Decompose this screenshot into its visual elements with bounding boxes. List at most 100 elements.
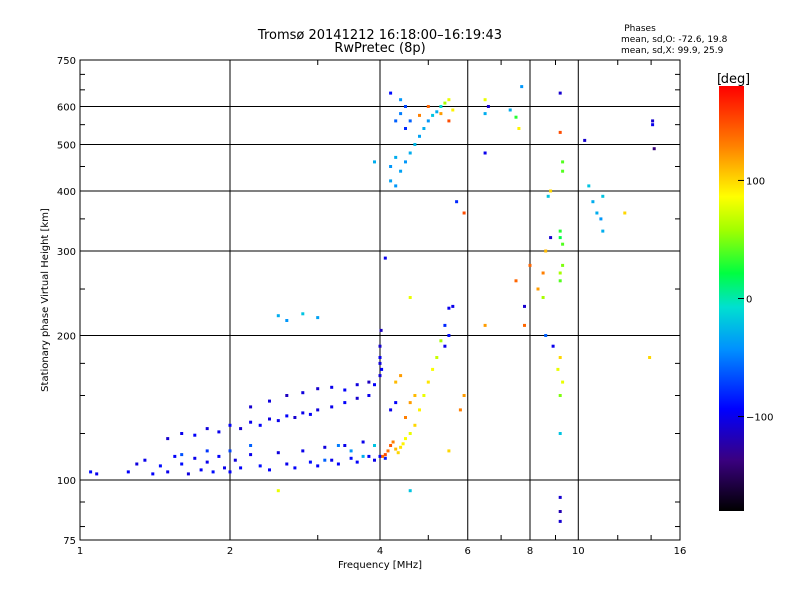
data-point [558,356,562,359]
data-point [233,458,237,462]
data-point [408,489,412,493]
y-tick-label: 100 [57,476,76,487]
data-point [239,466,243,470]
data-point [595,211,599,215]
data-point [361,454,365,458]
data-point [439,112,443,116]
x-axis-label: Frequency [MHz] [338,560,422,571]
data-point [447,449,451,453]
data-point [89,470,93,474]
data-point [399,169,403,173]
data-point [583,138,587,142]
data-point [373,444,376,447]
data-point [308,412,312,416]
data-point [386,449,390,453]
data-point [378,361,382,365]
axis-ticks: 1 2 4 6 8 10 16 75 100 200 300 400 500 600 750 [57,56,686,557]
data-point [308,460,312,464]
y-axis-label: Stationary phase Virtual Height [km] [40,208,51,392]
data-point [378,356,382,359]
data-point [135,462,139,466]
x-tick-label: 10 [572,546,585,557]
data-point [95,472,99,476]
data-point [523,304,526,308]
data-point [549,189,553,193]
y-tick-label: 300 [57,247,76,258]
data-point [523,323,526,327]
data-point [276,419,280,423]
data-point [558,432,562,435]
data-point [180,462,184,466]
data-point [151,472,155,476]
data-point [301,312,305,316]
data-point [422,127,426,130]
data-point [462,211,466,215]
colorbar-tick-label: 100 [746,176,765,187]
data-point [439,339,443,343]
data-point [558,519,562,523]
data-point [561,263,565,267]
data-point [413,394,417,397]
x-tick-label: 6 [465,546,471,557]
data-point [205,449,209,453]
data-point [623,211,627,215]
data-point [367,454,371,458]
data-point [336,462,340,466]
data-point [389,444,393,447]
data-point [652,147,656,151]
data-point [276,314,280,318]
chart-subtitle: RwPretec (8p) [334,41,425,56]
data-point [373,383,376,387]
data-point [330,458,334,462]
data-point [258,423,262,427]
data-point [316,408,320,412]
grid [80,60,680,540]
data-point [258,464,262,468]
stats-title: Phases [624,24,656,34]
colorbar-ticks: 100 0 −100 [738,176,773,424]
data-point [447,334,451,337]
data-point [228,423,232,427]
data-point [451,304,455,308]
x-tick-label: 4 [377,546,383,557]
data-point [541,271,545,275]
data-point [558,91,562,95]
data-point [389,165,393,168]
data-point [558,510,562,513]
data-point [394,447,398,451]
data-point [343,388,347,392]
data-point [293,466,297,470]
y-tick-label: 600 [57,103,76,114]
data-point [517,127,521,130]
data-point [301,449,305,453]
data-point [239,427,243,431]
data-point [228,449,232,453]
data-point [508,108,512,112]
data-point [486,105,490,108]
data-point [391,440,395,444]
y-tick-label: 400 [57,187,76,198]
data-point [483,323,487,327]
data-point [343,401,347,405]
y-tick-label: 500 [57,141,76,152]
data-point [389,91,393,95]
y-tick-label: 200 [57,332,76,343]
data-point [381,454,385,458]
data-point [323,445,327,449]
data-point [143,458,147,462]
data-point [483,112,487,116]
data-point [439,105,443,108]
data-point [431,113,435,117]
data-point [435,356,439,359]
data-point [558,279,562,283]
data-point [418,134,421,138]
data-point [383,456,387,460]
data-point [651,119,655,123]
data-point [561,380,565,384]
data-point [173,454,177,458]
data-point [426,105,430,108]
data-point [458,408,462,412]
data-point [447,306,451,310]
data-point [396,451,400,455]
